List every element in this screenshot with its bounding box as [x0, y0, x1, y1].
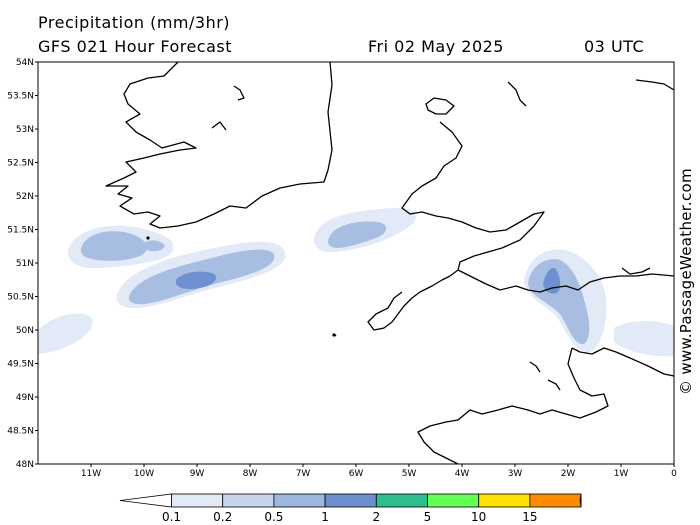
longitude-axis: 11W 10W 9W 8W 7W 6W 5W 4W 3W 2W 1W 0	[81, 464, 677, 479]
lon-label: 11W	[81, 469, 101, 479]
lon-label: 2W	[561, 469, 576, 479]
lon-label: 10W	[134, 469, 154, 479]
lat-label: 51N	[16, 259, 34, 269]
lon-label: 3W	[508, 469, 523, 479]
colorbar-label: 15	[522, 510, 537, 524]
lon-label: 1W	[614, 469, 629, 479]
coastlines	[105, 62, 674, 464]
latitude-axis: 54N 53.5N 53N 52.5N 52N 51.5N 51N 50.5N 50N 49.5N…	[7, 58, 38, 470]
lat-label: 53N	[16, 125, 34, 135]
forecast-subtitle: GFS 021 Hour Forecast	[38, 37, 233, 56]
colorbar-segment	[375, 493, 428, 508]
lon-label: 5W	[402, 469, 417, 479]
islands	[146, 236, 336, 337]
precipitation-field	[38, 207, 674, 357]
lat-label: 49.5N	[7, 360, 34, 370]
colorbar-label: 0.1	[162, 510, 181, 524]
colorbar-segment	[273, 493, 326, 508]
precip-colorbar: 0.1 0.2 0.5 1 2 5 10 15	[119, 493, 582, 524]
lon-label: 0	[671, 469, 677, 479]
colorbar-label: 5	[424, 510, 432, 524]
colorbar-segment	[171, 493, 224, 508]
colorbar-segment	[478, 493, 531, 508]
lon-label: 8W	[243, 469, 258, 479]
colorbar-segment	[427, 493, 480, 508]
colorbar-segment	[324, 493, 377, 508]
lat-label: 53.5N	[7, 92, 34, 102]
lat-label: 50N	[16, 326, 34, 336]
lat-label: 48.5N	[7, 427, 34, 437]
colorbar-label: 0.5	[264, 510, 283, 524]
colorbar-label: 0.2	[213, 510, 232, 524]
lon-label: 9W	[190, 469, 205, 479]
forecast-date: Fri 02 May 2025	[368, 37, 504, 56]
lat-label: 49N	[16, 393, 34, 403]
lat-label: 50.5N	[7, 293, 34, 303]
colorbar-segment	[222, 493, 275, 508]
lat-label: 51.5N	[7, 226, 34, 236]
colorbar-segment	[529, 493, 582, 508]
colorbar-max-arrow	[579, 493, 582, 508]
lat-label: 48N	[16, 460, 34, 470]
lon-label: 6W	[349, 469, 364, 479]
colorbar-label: 1	[321, 510, 329, 524]
lat-label: 52N	[16, 192, 34, 202]
lon-label: 4W	[455, 469, 470, 479]
lon-label: 7W	[296, 469, 311, 479]
lat-label: 54N	[16, 58, 34, 68]
lat-label: 52.5N	[7, 159, 34, 169]
colorbar-min-arrow	[119, 493, 172, 508]
forecast-time: 03 UTC	[584, 37, 645, 56]
map-title: Precipitation (mm/3hr)	[38, 13, 231, 32]
colorbar-label: 10	[471, 510, 486, 524]
colorbar-label: 2	[372, 510, 380, 524]
